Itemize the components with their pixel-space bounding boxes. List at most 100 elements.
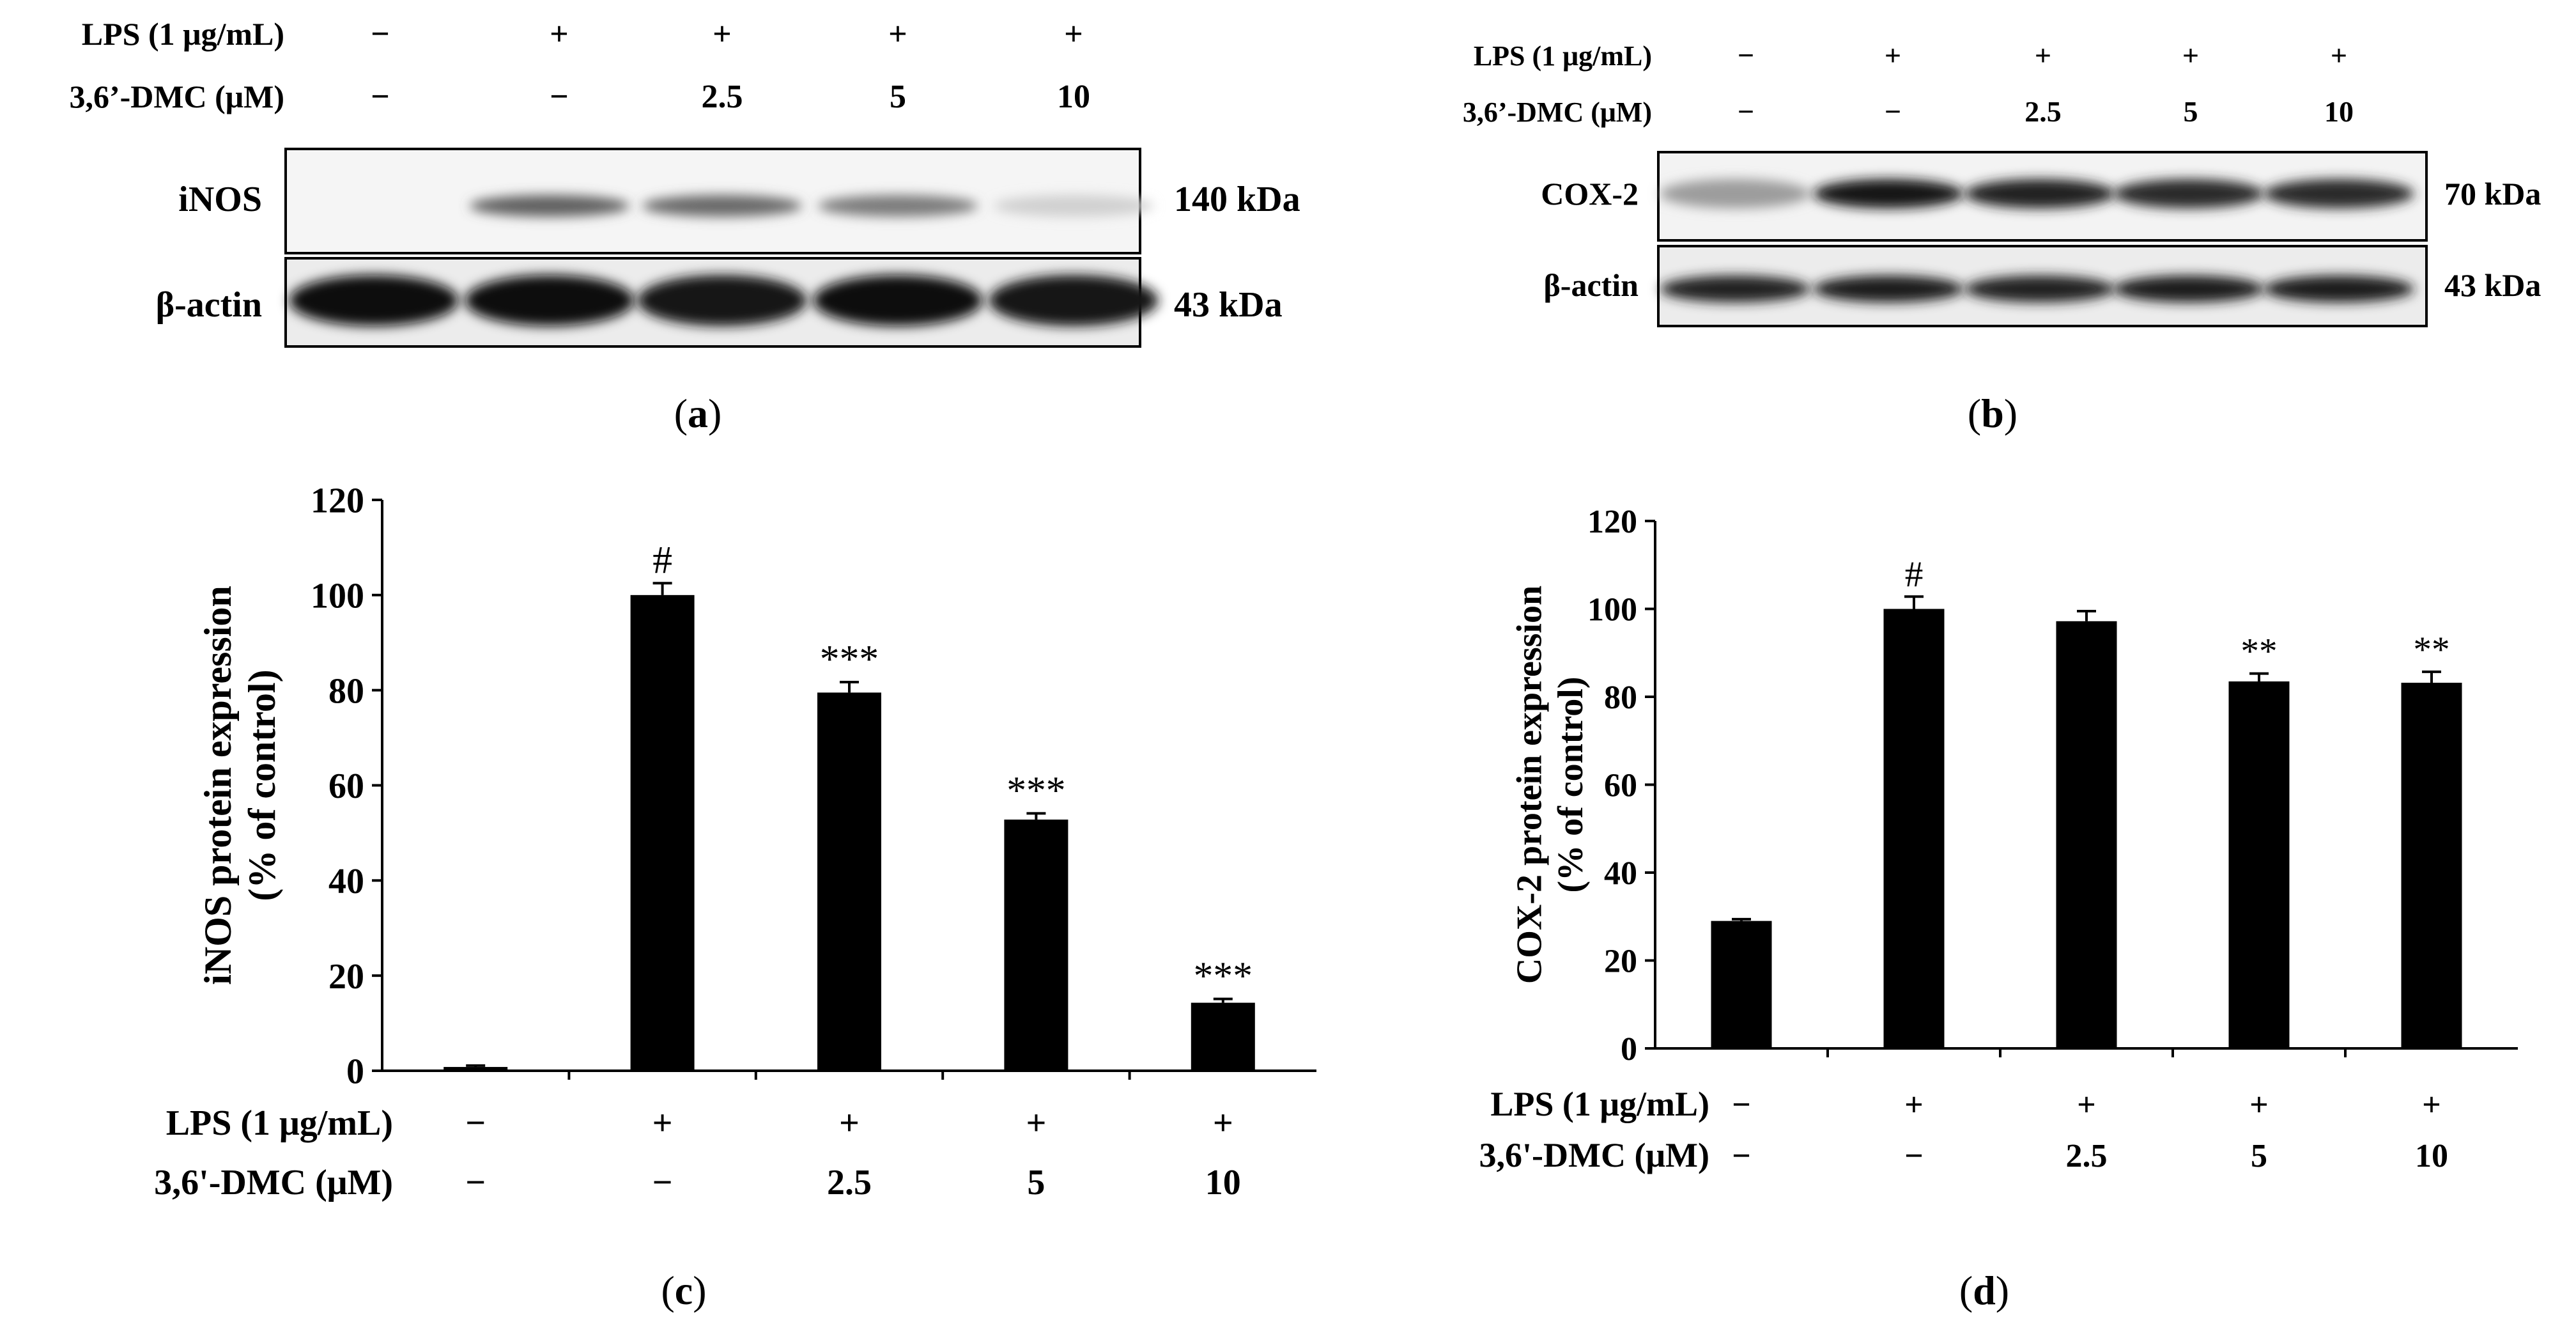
actin-blot-label-a: β-actin [156, 285, 262, 325]
inos-size-label: 140 kDa [1174, 180, 1300, 219]
bar-5 [1191, 1002, 1255, 1071]
dmc-row-label: 3,6'-DMC (μM) [154, 1163, 393, 1202]
dmc-value-lane-1: − [1738, 95, 1754, 128]
y-tick-label: 120 [311, 481, 364, 521]
cox2-band-lane-5 [2264, 179, 2414, 208]
panel-c-bar-chart: 0 20 40 60 80 100 120 − − # + − *** +2.5 *** +5 *** +10 iN… [154, 481, 1316, 1313]
inos-band-lane-4 [818, 195, 978, 217]
lps-value-lane-1: − [1738, 39, 1754, 72]
lps-value-4: + [2249, 1087, 2269, 1123]
actin-blot-label-b: β-actin [1543, 267, 1639, 303]
cox2-band-lane-3 [1964, 179, 2115, 208]
lps-value-lane-4: + [888, 16, 907, 52]
significance-mark-3: *** [820, 637, 879, 681]
bar-3 [2056, 621, 2117, 1048]
panel-c-caption: (c) [661, 1268, 706, 1313]
bar-4 [1004, 820, 1068, 1071]
y-tick-label: 80 [328, 671, 364, 711]
lps-value-4: + [1026, 1103, 1046, 1143]
dmc-value-lane-3: 2.5 [2025, 95, 2062, 128]
y-axis-title: iNOS protein expression(% of control) [197, 586, 283, 985]
inos-band-lane-3 [642, 195, 802, 217]
cox2-blot-label: COX-2 [1541, 176, 1639, 212]
significance-mark-2: # [652, 538, 672, 582]
y-tick-label: 60 [328, 766, 364, 806]
dmc-value-4: 5 [1027, 1163, 1045, 1202]
actin-b-band-lane-3 [1964, 276, 2115, 302]
cox2-band-lane-4 [2113, 179, 2264, 208]
lps-value-lane-5: + [1064, 16, 1083, 52]
actin-a-band-lane-1 [289, 275, 459, 326]
y-axis-title-line-2: (% of control) [241, 669, 283, 901]
dmc-value-3: 2.5 [2066, 1138, 2108, 1174]
y-axis-title: COX-2 protein expression(% of control) [1510, 586, 1591, 984]
dmc-value-5: 10 [1205, 1163, 1241, 1202]
dmc-value-lane-4: 5 [890, 79, 906, 115]
lps-value-3: + [839, 1103, 860, 1143]
y-tick-label: 80 [1604, 680, 1637, 716]
bar-1 [443, 1067, 508, 1071]
actin-b-band-lane-1 [1660, 276, 1810, 302]
actin-b-band-lane-2 [1813, 276, 1964, 302]
dmc-value-1: − [1732, 1138, 1751, 1174]
dmc-value-lane-5: 10 [1057, 79, 1090, 115]
dmc-value-lane-3: 2.5 [702, 79, 743, 115]
bar-1 [1711, 921, 1772, 1048]
y-tick-label: 100 [1587, 592, 1637, 628]
cox2-band-lane-2 [1813, 179, 1964, 208]
significance-mark-4: ** [2241, 632, 2277, 672]
significance-mark-2: # [1905, 554, 1924, 595]
y-tick-label: 100 [311, 576, 364, 616]
bar-4 [2228, 681, 2290, 1048]
dmc-value-1: − [465, 1163, 486, 1202]
actin-size-label-b: 43 kDa [2444, 267, 2541, 303]
inos-band-lane-5 [994, 195, 1153, 217]
dmc-value-lane-1: − [371, 79, 390, 115]
lps-value-5: + [2422, 1087, 2441, 1123]
y-tick-label: 120 [1587, 504, 1637, 540]
lps-row-label: LPS (1 μg/mL) [1490, 1085, 1709, 1123]
y-tick-label: 20 [1604, 944, 1637, 980]
panel-d-caption: (d) [1959, 1268, 2009, 1313]
panel-b-western-blot: LPS (1 μg/mL) 3,6’-DMC (μM) − + + + + − − 2.5 5… [1463, 39, 2541, 436]
inos-band-lane-2 [470, 195, 629, 217]
y-axis-title-line-1: COX-2 protein expression [1510, 586, 1550, 984]
lps-value-lane-4: + [2182, 39, 2199, 72]
lps-value-lane-5: + [2331, 39, 2347, 72]
actin-a-band-lane-5 [989, 275, 1159, 326]
dmc-value-4: 5 [2251, 1138, 2267, 1174]
actin-size-label-a: 43 kDa [1174, 285, 1283, 325]
lps-value-2: + [652, 1103, 673, 1143]
dmc-value-lane-2: − [1885, 95, 1901, 128]
actin-a-band-lane-2 [465, 275, 635, 326]
dmc-treatment-label: 3,6’-DMC (μM) [1463, 97, 1652, 128]
lps-value-3: + [2077, 1087, 2096, 1123]
actin-a-band-lane-3 [637, 275, 807, 326]
lps-value-5: + [1213, 1103, 1233, 1143]
lps-treatment-label: LPS (1 μg/mL) [82, 16, 284, 52]
panel-a-caption: (a) [674, 391, 722, 436]
dmc-value-lane-4: 5 [2184, 95, 2198, 128]
dmc-treatment-label: 3,6’-DMC (μM) [69, 79, 284, 114]
lps-value-1: − [465, 1103, 486, 1143]
dmc-value-5: 10 [2415, 1138, 2448, 1174]
dmc-row-label: 3,6'-DMC (μM) [1479, 1136, 1710, 1174]
panel-a-western-blot: LPS (1 μg/mL) 3,6’-DMC (μM) − + + + + − − 2.5 5… [69, 16, 1300, 436]
bar-2 [1883, 609, 1945, 1048]
significance-mark-5: ** [2413, 630, 2449, 670]
panel-d-bar-chart: 0 20 40 60 80 100 120 − − # + − +2.5 ** +5 ** +10 COX-2 p… [1479, 504, 2518, 1313]
inos-blot-label: iNOS [178, 180, 262, 219]
y-tick-label: 40 [328, 862, 364, 901]
lps-value-lane-1: − [371, 16, 390, 52]
y-tick-label: 0 [1621, 1031, 1637, 1068]
actin-b-band-lane-5 [2264, 276, 2414, 302]
cox2-band-lane-1 [1660, 179, 1810, 208]
lps-treatment-label: LPS (1 μg/mL) [1474, 40, 1652, 72]
dmc-value-lane-5: 10 [2324, 95, 2354, 128]
lps-value-2: + [1904, 1087, 1924, 1123]
y-axis-title-line-2: (% of control) [1551, 677, 1591, 893]
cox2-size-label: 70 kDa [2444, 176, 2541, 212]
lps-value-1: − [1732, 1087, 1751, 1123]
lps-value-lane-2: + [550, 16, 569, 52]
